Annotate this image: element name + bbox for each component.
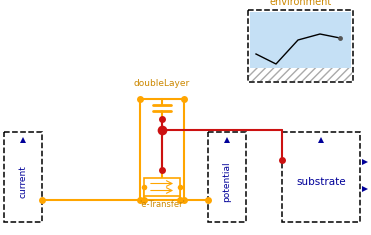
Bar	[144, 178, 180, 196]
Text: current: current	[19, 166, 27, 198]
Text: 'e-Transfer': 'e-Transfer'	[139, 200, 185, 209]
Bar	[249, 68, 352, 81]
Text: doubleLayer: doubleLayer	[134, 79, 190, 88]
Text: substrate: substrate	[296, 177, 346, 187]
Bar	[282, 132, 360, 222]
Bar	[250, 12, 351, 68]
Bar	[248, 10, 353, 82]
Text: environment: environment	[269, 0, 332, 7]
Bar	[4, 132, 42, 222]
Bar	[208, 132, 246, 222]
Text: potential: potential	[223, 162, 232, 202]
